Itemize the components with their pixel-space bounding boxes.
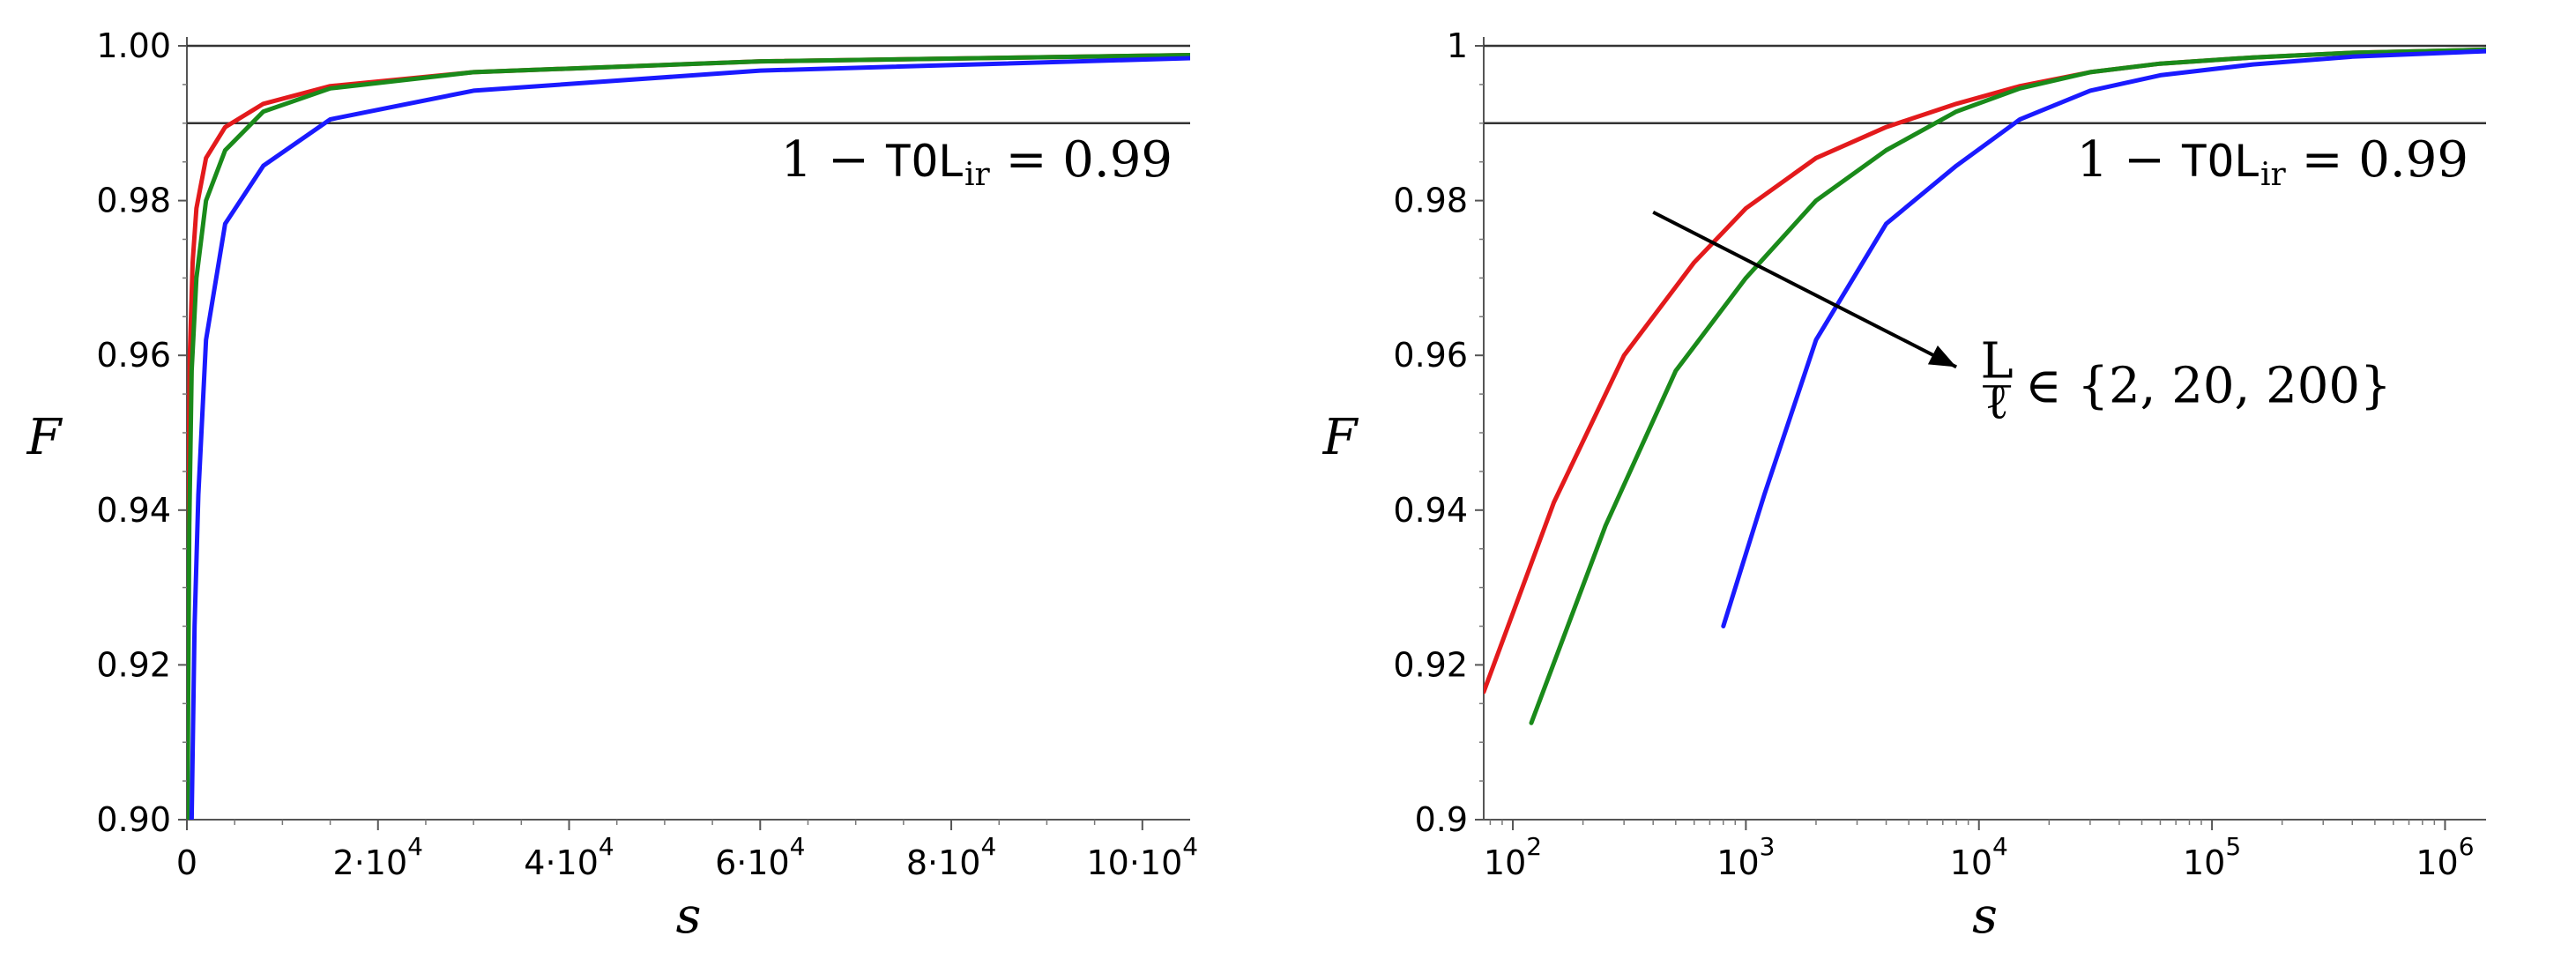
series-line-1 [1529,47,2486,725]
fraction-numerator: L [1981,332,2014,390]
y-tick-label: 0.98 [1393,182,1468,220]
y-tick-label: 0.96 [1393,336,1468,375]
y-axis-label: F [26,409,63,466]
fraction-denominator: ℓ [1985,373,2009,430]
x-tick-label: 2·104 [333,832,423,882]
x-tick-label: 104 [1950,832,2008,882]
x-tick-label: 6·104 [715,832,805,882]
y-tick-label: 0.94 [96,491,171,530]
left-chart-linear: 0.90 0.92 0.94 0.96 0.98 1.00 0 2·104 4·104 6·104… [26,26,1199,945]
x-axis-label: s [676,888,702,945]
tolerance-annotation: 1 − TOLir = 0.99 [2077,131,2468,193]
tolerance-annotation: 1 − TOLir = 0.99 [781,131,1173,193]
y-tick-label: 1 [1447,26,1468,65]
x-tick-label: 0 [176,843,197,882]
series-line-2 [189,56,1190,820]
x-tick-label: 102 [1484,832,1542,882]
y-tick-label: 0.98 [96,182,171,220]
y-tick-label: 0.9 [1415,800,1468,839]
x-tick-label: 10·104 [1086,832,1198,882]
x-tick-label: 8·104 [906,832,996,882]
y-tick-label: 0.92 [96,645,171,684]
arrow-head [1927,345,1957,368]
y-tick-label: 0.90 [96,800,171,839]
x-axis-label: s [1972,888,1998,945]
y-tick-label: 1.00 [96,26,171,65]
series-line-2 [1721,48,2486,628]
x-tick-label: 103 [1716,832,1775,882]
arrow-line [1652,210,1958,369]
series-line-1 [187,53,1190,820]
arrow-label: ∈ {2, 20, 200} [2025,357,2392,414]
y-axis-label: F [1322,409,1359,466]
x-tick-label: 4·104 [524,832,614,882]
y-tick-label: 0.92 [1393,645,1468,684]
y-tick-label: 0.94 [1393,491,1468,530]
x-tick-label: 105 [2183,832,2241,882]
y-tick-label: 0.96 [96,336,171,375]
x-tick-label: 106 [2416,832,2474,882]
right-chart-log: 0.9 0.92 0.94 0.96 0.98 1 102 103 104 105 106 s F 1 −… [1322,26,2486,945]
